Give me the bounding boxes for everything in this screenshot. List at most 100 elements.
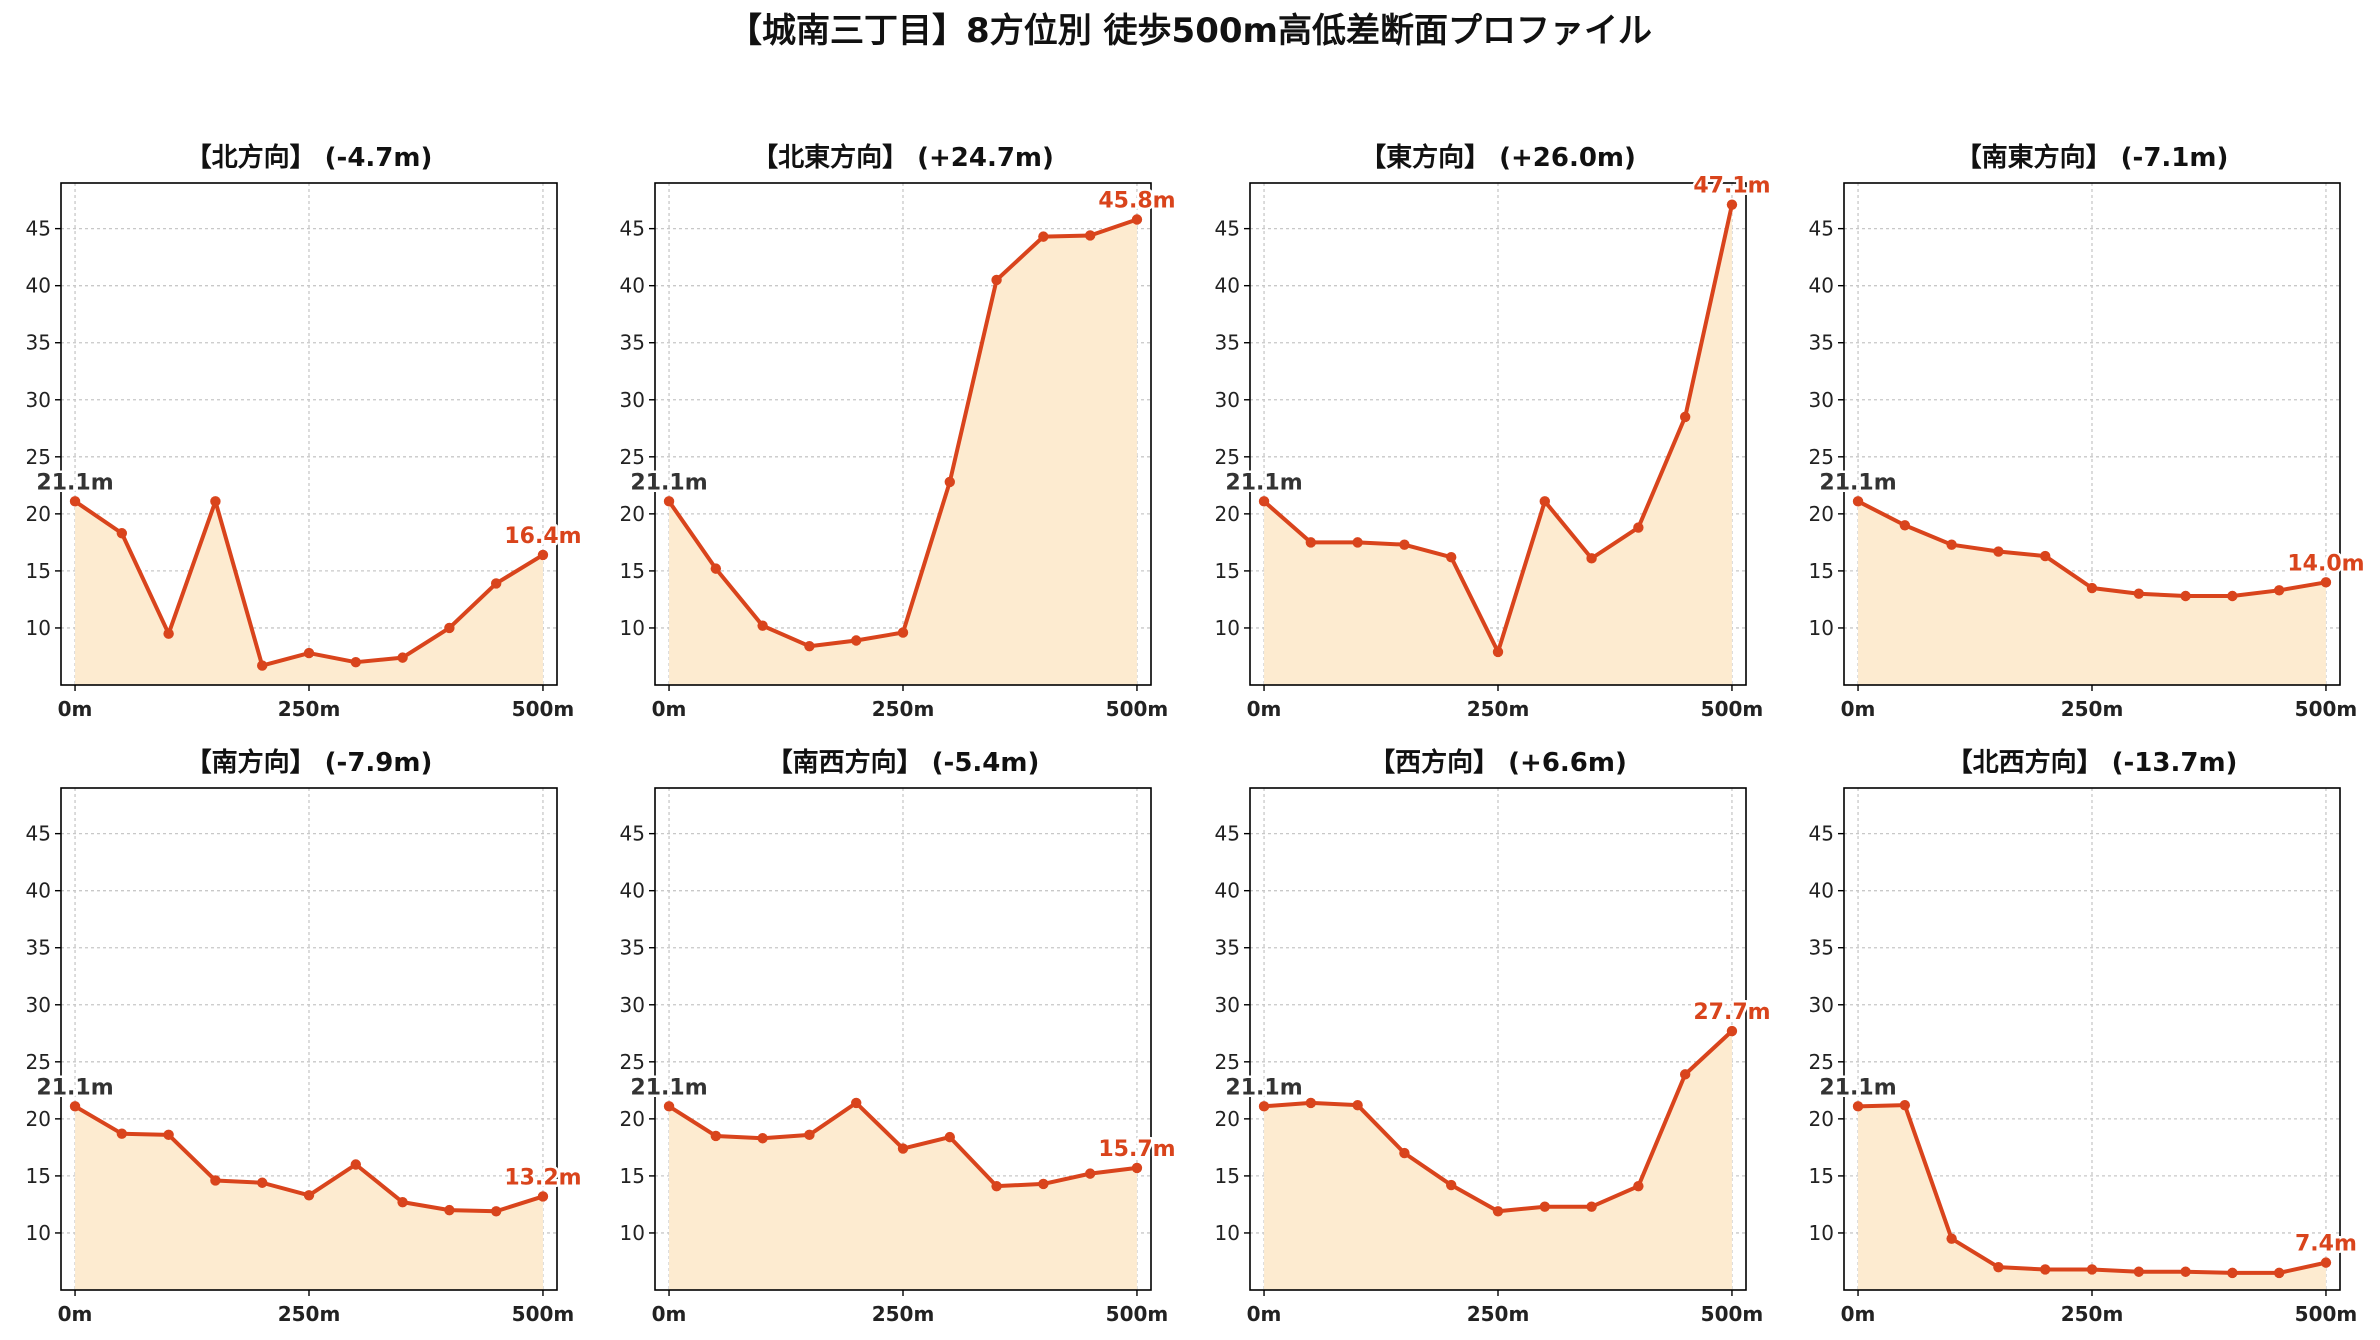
y-tick-label: 25 <box>1215 445 1240 469</box>
panel-5: 【南方向】 (-7.9m) 10 15 20 25 30 35 40 45 0m 250m 500m 2… <box>26 747 585 1326</box>
data-point <box>2040 1264 2051 1275</box>
y-tick-label: 30 <box>1215 388 1240 412</box>
data-point <box>1679 1069 1691 1080</box>
start-value-label: 21.1m <box>630 470 707 495</box>
data-point <box>804 1129 815 1141</box>
end-value-label: 47.1m <box>1693 174 1770 199</box>
data-point <box>69 1101 81 1112</box>
data-point <box>2040 550 2051 562</box>
x-tick-label: 250m <box>2061 1302 2124 1326</box>
data-point <box>116 528 128 539</box>
y-tick-label: 10 <box>1809 1221 1834 1245</box>
data-point <box>1852 496 1864 507</box>
y-tick-label: 30 <box>1809 993 1834 1017</box>
data-point <box>1352 1099 1363 1111</box>
y-tick-label: 15 <box>620 559 645 583</box>
data-point <box>303 1190 315 1201</box>
data-point <box>163 1129 174 1141</box>
y-tick-label: 20 <box>620 502 645 526</box>
y-tick-label: 15 <box>26 559 51 583</box>
y-tick-label: 35 <box>620 936 645 960</box>
data-point <box>210 1175 221 1186</box>
data-point <box>851 1097 862 1109</box>
data-point <box>991 274 1002 286</box>
y-tick-label: 45 <box>1215 822 1240 846</box>
x-tick-label: 500m <box>1106 697 1169 721</box>
y-tick-label: 20 <box>620 1107 645 1131</box>
panel-title: 【西方向】 (+6.6m) <box>1369 747 1627 778</box>
end-value-label: 15.7m <box>1098 1137 1175 1162</box>
data-point <box>2273 585 2285 596</box>
x-tick-label: 0m <box>1247 697 1282 721</box>
y-tick-label: 40 <box>1809 879 1834 903</box>
x-tick-label: 0m <box>1247 1302 1282 1326</box>
data-point <box>804 641 815 652</box>
y-tick-label: 35 <box>26 936 51 960</box>
y-tick-label: 30 <box>620 993 645 1017</box>
x-tick-label: 500m <box>512 697 575 721</box>
y-tick-label: 40 <box>620 879 645 903</box>
data-point <box>1993 546 2004 557</box>
x-tick-label: 0m <box>58 697 93 721</box>
data-point <box>991 1180 1002 1192</box>
panel-title: 【南東方向】 (-7.1m) <box>1956 142 2229 173</box>
panel-title: 【南西方向】 (-5.4m) <box>767 747 1040 778</box>
area-fill <box>669 1102 1137 1290</box>
data-point <box>444 622 455 634</box>
y-tick-label: 35 <box>1215 331 1240 355</box>
y-tick-label: 35 <box>1809 936 1834 960</box>
y-tick-label: 25 <box>1809 1050 1834 1074</box>
data-point <box>1899 520 1911 531</box>
data-point <box>1084 230 1096 241</box>
data-point <box>397 1196 408 1208</box>
x-tick-label: 500m <box>2295 697 2358 721</box>
x-tick-label: 0m <box>652 1302 687 1326</box>
data-point <box>1726 1025 1738 1037</box>
y-tick-label: 35 <box>26 331 51 355</box>
y-tick-label: 10 <box>26 1221 51 1245</box>
data-point <box>210 496 221 507</box>
end-value-label: 13.2m <box>504 1165 581 1190</box>
x-tick-label: 250m <box>278 1302 341 1326</box>
panel-6: 【南西方向】 (-5.4m) 10 15 20 25 30 35 40 45 0m 250m 500m… <box>620 747 1179 1326</box>
area-fill <box>1858 1105 2326 1290</box>
data-point <box>663 496 675 507</box>
data-point <box>490 578 502 589</box>
data-point <box>2086 1264 2098 1275</box>
panel-title: 【東方向】 (+26.0m) <box>1360 142 1636 173</box>
data-point <box>1633 1180 1644 1192</box>
x-tick-label: 500m <box>2295 1302 2358 1326</box>
data-point <box>350 656 361 668</box>
x-tick-label: 250m <box>278 697 341 721</box>
y-tick-label: 15 <box>1215 1164 1240 1188</box>
panel-1: 【北方向】 (-4.7m) 10 15 20 25 30 35 40 45 0m 250m 500m 2… <box>26 142 585 721</box>
data-point <box>851 635 862 646</box>
x-tick-label: 250m <box>872 697 935 721</box>
data-point <box>2320 577 2332 588</box>
data-point <box>1399 1147 1410 1159</box>
data-point <box>350 1159 361 1170</box>
y-tick-label: 10 <box>1809 616 1834 640</box>
y-tick-label: 20 <box>26 1107 51 1131</box>
data-point <box>537 549 549 561</box>
data-point <box>1586 553 1597 564</box>
data-point <box>1946 1233 1957 1244</box>
data-point <box>397 652 408 663</box>
area-fill <box>75 501 543 685</box>
x-tick-label: 500m <box>1701 697 1764 721</box>
x-tick-label: 500m <box>1106 1302 1169 1326</box>
data-point <box>163 628 174 639</box>
y-tick-label: 10 <box>26 616 51 640</box>
data-point <box>757 1133 768 1144</box>
data-point <box>1539 1201 1550 1212</box>
panel-title: 【北西方向】 (-13.7m) <box>1947 747 2238 778</box>
data-point <box>1258 496 1270 507</box>
y-tick-label: 15 <box>1215 559 1240 583</box>
data-point <box>2180 590 2191 602</box>
data-point <box>2086 582 2098 594</box>
x-tick-label: 500m <box>512 1302 575 1326</box>
data-point <box>537 1191 549 1202</box>
y-tick-label: 45 <box>1809 822 1834 846</box>
x-tick-label: 0m <box>652 697 687 721</box>
y-tick-label: 10 <box>620 1221 645 1245</box>
